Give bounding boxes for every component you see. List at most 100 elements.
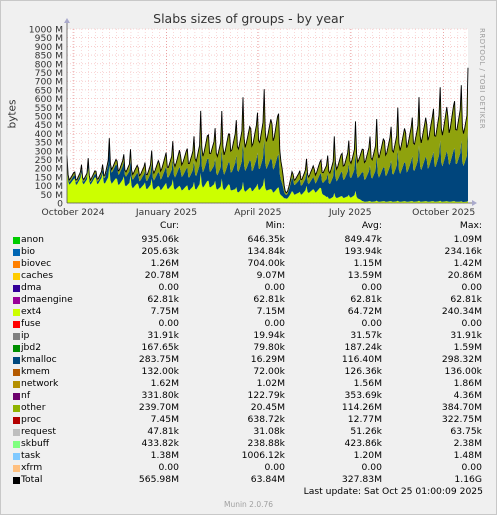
legend-name: ip	[21, 330, 30, 341]
legend-min-value: 9.07M	[256, 270, 285, 281]
legend-name: proc	[21, 414, 42, 425]
x-tick-label: July 2025	[328, 207, 372, 218]
legend-swatch	[13, 297, 20, 304]
legend-name: dmaengine	[21, 294, 73, 305]
y-tick-label: 700 M	[35, 77, 63, 88]
legend-name: Total	[21, 474, 43, 485]
legend-swatch	[13, 249, 20, 256]
legend-cur-value: 20.78M	[144, 270, 179, 281]
legend-row-biovec: biovec 1.26M 704.00k 1.15M 1.42M	[0, 258, 497, 270]
legend-min-value: 134.84k	[247, 246, 285, 257]
legend-avg-value: 116.40M	[341, 354, 382, 365]
legend-max-value: 63.75k	[450, 426, 482, 437]
legend-swatch	[13, 441, 20, 448]
y-tick-label: 600 M	[35, 94, 63, 105]
legend-row-caches: caches 20.78M 9.07M 13.59M 20.86M	[0, 270, 497, 282]
y-tick-label: 250 M	[35, 155, 63, 166]
legend-name: network	[21, 378, 59, 389]
legend-cur-value: 1.62M	[150, 378, 179, 389]
legend-name: request	[21, 426, 56, 437]
legend-avg-value: 187.24k	[344, 342, 382, 353]
legend-avg-value: 327.83M	[341, 474, 382, 485]
legend-name: task	[21, 450, 41, 461]
y-tick-label: 500 M	[35, 112, 63, 123]
legend-row-fuse: fuse 0.00 0.00 0.00 0.00	[0, 318, 497, 330]
y-tick-label: 900 M	[35, 42, 63, 53]
legend-swatch	[13, 405, 20, 412]
last-update-text: Last update: Sat Oct 25 01:00:09 2025	[303, 486, 483, 497]
y-tick-label: 350 M	[35, 138, 63, 149]
legend-swatch	[13, 417, 20, 424]
legend-min-value: 7.15M	[256, 306, 285, 317]
legend-cur-value: 433.82k	[141, 438, 179, 449]
legend-name: anon	[21, 234, 44, 245]
y-tick-label: 50 M	[40, 190, 63, 201]
legend-row-request: request 47.81k 31.08k 51.26k 63.75k	[0, 426, 497, 438]
legend-name: nf	[21, 390, 31, 401]
legend-swatch	[13, 465, 20, 472]
legend-avg-value: 12.77M	[347, 414, 382, 425]
legend-max-value: 322.75M	[441, 414, 482, 425]
legend-min-value: 72.00k	[253, 366, 285, 377]
legend-swatch	[13, 477, 20, 484]
legend-cur-value: 331.80k	[141, 390, 179, 401]
legend-swatch	[13, 273, 20, 280]
legend-row-nf: nf 331.80k 122.79k 353.69k 4.36M	[0, 390, 497, 402]
legend-cur-value: 1.38M	[150, 450, 179, 461]
legend-swatch	[13, 393, 20, 400]
area-series-other	[67, 68, 468, 195]
legend-max-value: 234.16k	[444, 246, 482, 257]
legend-avg-value: 849.47k	[344, 234, 382, 245]
legend-max-value: 298.32M	[441, 354, 482, 365]
legend-row-kmalloc: kmalloc 283.75M 16.29M 116.40M 298.32M	[0, 354, 497, 366]
legend-min-value: 0.00	[264, 318, 285, 329]
y-tick-label: 550 M	[35, 103, 63, 114]
legend-swatch	[13, 285, 20, 292]
legend-min-value: 704.00k	[247, 258, 285, 269]
legend-max-value: 4.36M	[453, 390, 482, 401]
legend-cur-value: 31.91k	[147, 330, 179, 341]
y-tick-label: 400 M	[35, 129, 63, 140]
legend-row-ext4: ext4 7.75M 7.15M 64.72M 240.34M	[0, 306, 497, 318]
legend-swatch	[13, 429, 20, 436]
chart-title: Slabs sizes of groups - by year	[153, 11, 344, 26]
legend-max-value: 31.91k	[450, 330, 482, 341]
legend-row-dma: dma 0.00 0.00 0.00 0.00	[0, 282, 497, 294]
legend-swatch	[13, 237, 20, 244]
legend-swatch	[13, 321, 20, 328]
legend-swatch	[13, 345, 20, 352]
x-tick-label: October 2024	[42, 207, 105, 218]
legend-name: biovec	[21, 258, 52, 269]
y-tick-label: 300 M	[35, 146, 63, 157]
legend-max-value: 1.09M	[453, 234, 482, 245]
legend-avg-value: 353.69k	[344, 390, 382, 401]
y-tick-label: 100 M	[35, 181, 63, 192]
legend-avg-value: 64.72M	[347, 306, 382, 317]
legend-max-value: 136.00k	[444, 366, 482, 377]
y-tick-label: 800 M	[35, 59, 63, 70]
legend-row-kmem: kmem 132.00k 72.00k 126.36k 136.00k	[0, 366, 497, 378]
legend-name: caches	[21, 270, 53, 281]
legend-name: bio	[21, 246, 36, 257]
area-series-kmalloc	[67, 129, 468, 202]
legend-header-max: Max:	[459, 220, 482, 231]
legend-min-value: 638.72k	[247, 414, 285, 425]
legend-max-value: 384.70M	[441, 402, 482, 413]
legend-name: other	[21, 402, 46, 413]
legend-name: skbuff	[21, 438, 50, 449]
legend-min-value: 31.08k	[253, 426, 285, 437]
legend-name: fuse	[21, 318, 41, 329]
legend-row-jbd2: jbd2 167.65k 79.80k 187.24k 1.59M	[0, 342, 497, 354]
legend-swatch	[13, 453, 20, 460]
legend-min-value: 62.81k	[253, 294, 285, 305]
legend-avg-value: 193.94k	[344, 246, 382, 257]
legend-row-xfrm: xfrm 0.00 0.00 0.00 0.00	[0, 462, 497, 474]
y-tick-label: 750 M	[35, 68, 63, 79]
y-tick-label: 0	[57, 199, 63, 210]
legend-cur-value: 565.98M	[138, 474, 179, 485]
legend-min-value: 1006.12k	[241, 450, 285, 461]
legend-min-value: 1.02M	[256, 378, 285, 389]
legend-row-task: task 1.38M 1006.12k 1.20M 1.48M	[0, 450, 497, 462]
legend-max-value: 2.38M	[453, 438, 482, 449]
legend-swatch	[13, 369, 20, 376]
